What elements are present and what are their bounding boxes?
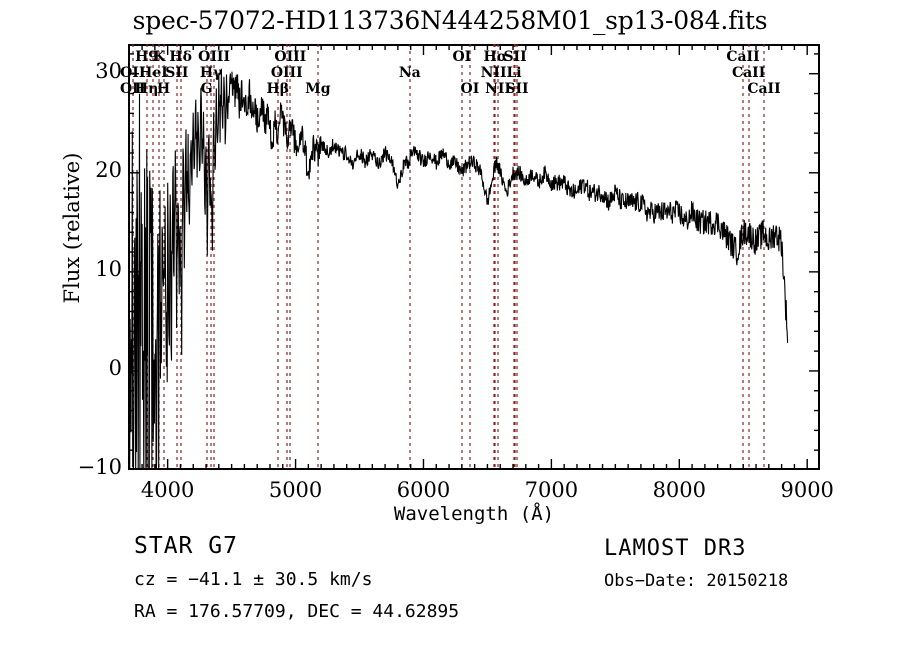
object-class-label: STAR G7 — [134, 533, 238, 559]
spectral-line-label: Hδ — [169, 49, 192, 65]
y-axis-tick-label: 30 — [95, 58, 122, 83]
x-axis-tick-label: 9000 — [780, 478, 834, 502]
spectral-line-label: H — [156, 81, 171, 97]
spectral-line-label: NII — [480, 65, 507, 81]
spectral-line-label: SII — [503, 49, 527, 65]
spectral-line-label: G — [200, 81, 213, 97]
spectral-line-label: CaII — [747, 81, 781, 97]
x-axis-title: Wavelength (Å) — [393, 503, 555, 525]
spectral-line-label: SII — [165, 65, 189, 81]
y-axis-tick-label: 0 — [108, 355, 122, 380]
spectral-line-label: OIII — [198, 49, 230, 65]
coordinates-label: RA = 176.57709, DEC = 44.62895 — [134, 601, 460, 622]
y-axis-tick-label: −10 — [77, 455, 122, 479]
spectral-line-label: CaII — [726, 49, 760, 65]
x-axis-tick-label: 4000 — [140, 478, 195, 502]
page-title: spec-57072-HD113736N444258M01_sp13-084.f… — [132, 6, 768, 35]
spectral-line-label: SII — [505, 81, 529, 97]
spectral-line-label: OII — [119, 81, 146, 97]
spectral-line-label: Li — [506, 65, 522, 81]
spectral-line-label: CaII — [731, 65, 766, 81]
spectral-line-label: OIII — [270, 65, 303, 81]
x-axis-tick-label: 7000 — [524, 478, 579, 502]
survey-label: LAMOST DR3 — [604, 536, 747, 561]
spectral-line-label: Na — [398, 65, 421, 81]
spectral-line-label: H9 — [135, 49, 159, 65]
obs-date-label: Obs−Date: 20150218 — [604, 571, 789, 591]
spectral-line-label: Hβ — [266, 81, 290, 97]
flux-trace — [129, 69, 787, 470]
spectral-line-label: Hα — [483, 49, 508, 65]
x-axis-tick-label: 5000 — [268, 478, 323, 502]
x-axis-tick-label: 8000 — [652, 478, 707, 502]
spectral-line-label: OI — [460, 81, 480, 97]
y-axis-tick-labels: −10 0 10 20 30 — [56, 0, 122, 649]
spectral-line-label: HeI — [139, 65, 168, 81]
spectral-line-label: OI — [452, 49, 472, 65]
spectral-line-label: K — [153, 49, 166, 65]
y-axis-tick-label: 10 — [95, 256, 122, 281]
spectral-line-label: NII — [485, 81, 511, 97]
spectrum-canvas — [128, 44, 820, 470]
spectral-line-label: OII — [120, 65, 146, 81]
redshift-velocity-label: cz = −41.1 ± 30.5 km/s — [134, 569, 373, 590]
spectral-line-label: OIII — [274, 49, 307, 65]
spectral-line-label: Mg — [305, 81, 331, 97]
x-axis-tick-label: 6000 — [396, 478, 451, 502]
spectral-line-label: Hη — [134, 81, 159, 97]
y-axis-tick-label: 20 — [95, 157, 122, 182]
spectral-line-label: Hγ — [199, 65, 223, 81]
